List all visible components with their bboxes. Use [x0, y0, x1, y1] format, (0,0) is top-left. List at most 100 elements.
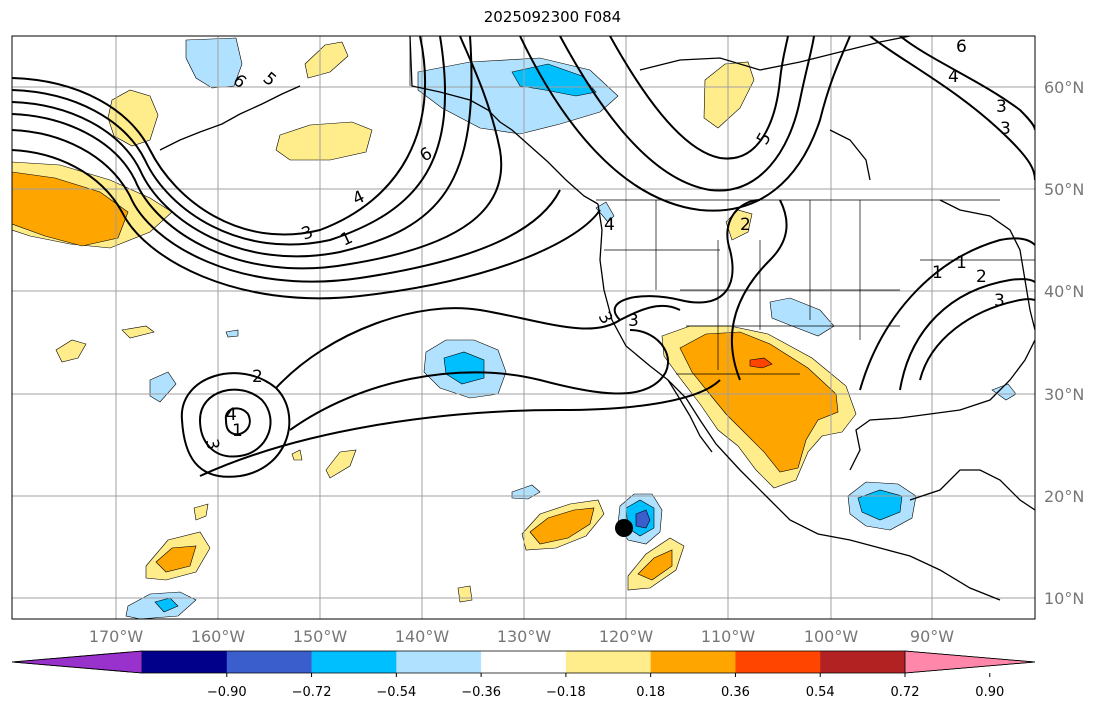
latitude-labels: 60°N 50°N 40°N 30°N 20°N 10°N — [1044, 78, 1084, 608]
contour-2 — [12, 36, 447, 246]
contour-east-1 — [869, 36, 1035, 181]
longitude-labels: 170°W 160°W 150°W 140°W 130°W 120°W 110°… — [89, 627, 954, 646]
colorbar-cell — [311, 651, 397, 673]
contour-4 — [12, 36, 503, 270]
contour-east-4 — [899, 278, 1035, 391]
lon-label: 100°W — [804, 627, 859, 646]
contour-label: 2 — [252, 367, 263, 387]
anomaly-negative-gulf-mexico-core — [857, 489, 903, 521]
contour-low-ring-3 — [224, 407, 251, 436]
anomaly-positive-aleutian — [107, 89, 159, 147]
contour-cutoff-1 — [613, 199, 761, 321]
contour-6 — [12, 149, 601, 300]
map-title: 2025092300 F084 — [483, 8, 622, 26]
contour-cutoff-2 — [731, 199, 788, 381]
anomaly-positive-small-2 — [121, 325, 155, 339]
tropical-cyclone-marker — [615, 519, 633, 537]
lon-label: 130°W — [497, 627, 552, 646]
contour-low-ring-2 — [180, 372, 291, 478]
contour-label: 1 — [232, 421, 243, 441]
anomaly-positive-small-5 — [457, 585, 473, 603]
anomaly-positive-canada — [703, 61, 755, 129]
colorbar-cell — [396, 651, 482, 673]
contour-ridge-3 — [609, 36, 789, 160]
anomaly-positive-small-4 — [193, 503, 209, 521]
lat-label: 30°N — [1044, 385, 1084, 404]
political-borders — [409, 36, 1035, 375]
contour-label: 3 — [996, 97, 1007, 117]
anomaly-shading — [12, 37, 1017, 619]
contour-label: 1 — [932, 263, 943, 283]
lon-label: 110°W — [701, 627, 756, 646]
colorbar-cell — [650, 651, 736, 673]
lon-label: 150°W — [293, 627, 348, 646]
lat-label: 50°N — [1044, 180, 1084, 199]
anomaly-positive-hawaii-region-core — [155, 545, 197, 573]
colorbar-cell — [735, 651, 821, 673]
anomaly-negative-tropical-storm-core — [635, 509, 651, 529]
colorbar-outline — [11, 650, 1036, 674]
contour-label: 3 — [201, 437, 223, 451]
lon-label: 160°W — [191, 627, 246, 646]
lat-label: 40°N — [1044, 282, 1084, 301]
anomaly-positive-southwest-core — [749, 357, 773, 369]
anomaly-positive-west-core — [12, 171, 129, 247]
anomaly-negative-bc-coast — [595, 201, 615, 223]
anomaly-positive-tropical-2-core — [637, 549, 673, 581]
contour-trough-2 — [289, 329, 670, 431]
contour-labels: 6 5 4 3 1 6 4 3 1 2 3 3 4 2 5 6 4 3 1 1 … — [201, 37, 1011, 452]
coastline-hudson — [829, 129, 871, 181]
colorbar-tick-label: 0.54 — [806, 685, 835, 700]
coastline-gulf — [849, 339, 1035, 471]
graticule — [12, 36, 1035, 619]
lon-label: 140°W — [395, 627, 450, 646]
colorbar-tick-label: −0.72 — [292, 685, 332, 700]
anomaly-positive-small-6 — [291, 449, 303, 461]
contour-label: 2 — [740, 215, 751, 235]
contour-label: 3 — [1000, 119, 1011, 139]
coastline-alaska — [409, 36, 599, 205]
colorbar-tick-label: 0.90 — [975, 685, 1004, 700]
colorbar-tick-label: −0.36 — [461, 685, 501, 700]
coastline-baja — [667, 379, 713, 453]
coastline-yucatan — [909, 469, 1035, 511]
colorbar: −0.90 −0.72 −0.54 −0.36 −0.18 0.18 0.36 0.54 0.7… — [11, 650, 1036, 700]
contour-1 — [12, 36, 427, 236]
colorbar-tick-label: 0.72 — [891, 685, 920, 700]
colorbar-tick-label: 0.18 — [636, 685, 665, 700]
contour-label: 1 — [956, 253, 967, 273]
anomaly-negative-small-2 — [225, 329, 239, 338]
lat-label: 20°N — [1044, 487, 1084, 506]
contour-label: 6 — [956, 37, 967, 57]
contour-label: 3 — [994, 291, 1005, 311]
contour-label: 3 — [628, 311, 639, 331]
contour-trough-3 — [199, 379, 721, 477]
colorbar-cell — [820, 651, 906, 673]
lat-label: 60°N — [1044, 78, 1084, 97]
anomaly-positive-gulf — [275, 121, 373, 161]
contour-5 — [12, 129, 561, 283]
colorbar-cell — [481, 651, 567, 673]
aleutian-islands — [159, 85, 301, 151]
colorbar-extend-min — [11, 650, 143, 674]
plot-frame — [11, 35, 1036, 620]
colorbar-tick-label: −0.18 — [546, 685, 586, 700]
coastline-east — [939, 199, 1035, 331]
anomaly-positive-southwest-mid — [679, 331, 839, 473]
colorbar-tick-label: 0.36 — [721, 685, 750, 700]
contour-ridge-2 — [559, 36, 815, 192]
coastline-west-us — [597, 203, 1001, 601]
contour-east-5 — [919, 298, 1035, 381]
contour-label: 4 — [604, 215, 615, 235]
anomaly-positive-small-1 — [55, 339, 87, 363]
colorbar-cell — [226, 651, 313, 673]
lon-label: 170°W — [89, 627, 144, 646]
contour-east-2 — [899, 36, 1035, 131]
coastlines — [159, 36, 1035, 601]
contour-label: 4 — [226, 405, 237, 425]
contour-low-ring-1 — [198, 388, 272, 458]
colorbar-cell — [142, 651, 228, 673]
anomaly-positive-alaska — [304, 41, 349, 79]
colorbar-extend-max — [904, 650, 1036, 674]
